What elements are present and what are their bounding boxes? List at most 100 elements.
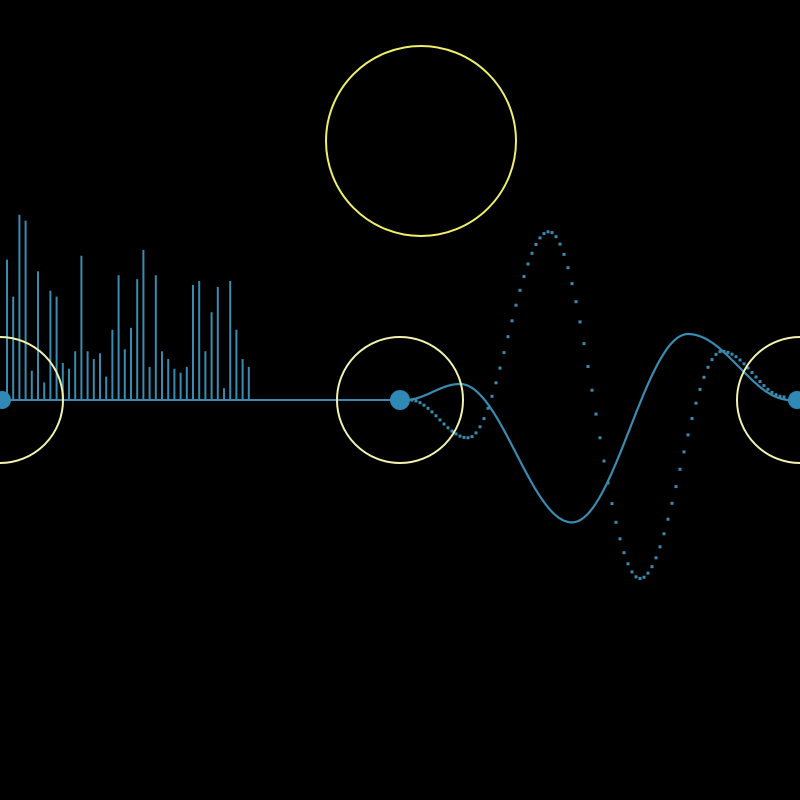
wave-dot <box>550 231 554 235</box>
wave-dot <box>606 481 610 485</box>
wave-dot <box>442 422 446 426</box>
wave-dot <box>770 390 774 394</box>
node-right <box>788 391 800 409</box>
wave-dot <box>526 262 530 266</box>
wave-dot <box>542 232 546 236</box>
wave-dot <box>570 282 574 286</box>
wave-dot <box>490 394 494 398</box>
wave-dot <box>478 425 482 429</box>
wave-dot <box>466 436 470 440</box>
wave-dot <box>778 394 782 398</box>
wave-dot <box>710 358 714 362</box>
wave-dot <box>582 342 586 346</box>
wave-dot <box>470 435 474 439</box>
ring-center <box>336 336 464 464</box>
wave-dot <box>738 358 742 362</box>
wave-dot <box>498 366 502 370</box>
wave-dot <box>494 381 498 385</box>
wave-dot <box>454 432 458 436</box>
wave-dot <box>666 517 670 521</box>
wave-dot <box>422 403 426 407</box>
wave-dot <box>766 387 770 391</box>
wave-dot <box>702 375 706 379</box>
large-ring <box>325 45 517 237</box>
wave-dot <box>722 350 726 353</box>
wave-dot <box>742 362 746 366</box>
wave-dot <box>630 570 634 574</box>
wave-dot <box>546 230 550 234</box>
wave-dot <box>758 380 762 383</box>
wave-dot <box>462 435 466 439</box>
wave-dot <box>438 418 442 422</box>
wave-dot <box>446 426 450 430</box>
wave-dot <box>754 375 758 379</box>
wave-dot <box>626 562 630 566</box>
wave-dot <box>430 410 434 414</box>
wave-dot <box>746 366 750 370</box>
wave-dot <box>718 350 722 354</box>
wave-dot <box>670 501 674 505</box>
wave-dot <box>622 551 626 555</box>
wave-dot <box>414 399 418 403</box>
wave-dot <box>410 398 414 402</box>
wave-dot <box>686 433 690 437</box>
node-center <box>390 390 410 410</box>
wave-dot <box>650 565 654 569</box>
wave-dot <box>726 350 730 354</box>
wave-dot <box>426 406 430 410</box>
wave-dot <box>558 242 562 246</box>
wave-dot <box>534 243 538 246</box>
spectrum-bars <box>6 214 250 400</box>
wave-dot <box>634 575 638 579</box>
wave-dot <box>574 300 578 304</box>
wave-dot <box>674 485 678 489</box>
wave-dot <box>562 252 566 256</box>
solid-wave <box>404 332 790 524</box>
wave-dot <box>450 429 454 433</box>
wave-dot <box>698 387 702 391</box>
wave-dot <box>506 335 510 339</box>
wave-dot <box>522 275 526 278</box>
ring-left <box>0 336 64 464</box>
wave-dot <box>538 236 542 240</box>
wave-dot <box>646 571 650 575</box>
wave-dot <box>434 414 438 418</box>
wave-dot <box>418 401 422 405</box>
wave-dot <box>750 371 754 374</box>
wave-dot <box>678 467 682 471</box>
wave-dot <box>682 450 686 454</box>
wave-dot <box>590 388 594 392</box>
wave-dot <box>578 320 582 324</box>
wave-dot <box>714 352 718 356</box>
wave-dot <box>662 532 666 536</box>
wave-dot <box>458 434 462 438</box>
wave-dot <box>510 319 514 323</box>
wave-dot <box>502 351 506 355</box>
wave-dot <box>586 365 590 368</box>
wave-dot <box>530 251 534 255</box>
wave-dot <box>482 417 486 421</box>
wave-dot <box>638 577 642 580</box>
wave-dot <box>774 393 778 397</box>
wave-dot <box>782 395 786 399</box>
wave-dot <box>594 412 598 416</box>
node-left <box>0 391 11 409</box>
wave-dot <box>694 401 698 405</box>
dotted-wave <box>410 230 786 580</box>
wave-dot <box>690 417 694 420</box>
wave-dot <box>706 365 710 369</box>
wave-dot <box>514 303 518 307</box>
wave-dot <box>614 520 618 524</box>
wave-dot <box>654 556 658 560</box>
wave-dot <box>642 575 646 579</box>
wave-dot <box>618 537 622 541</box>
wave-dot <box>486 406 490 410</box>
wave-dot <box>518 288 522 292</box>
wave-dot <box>734 355 738 359</box>
wave-dot <box>610 502 614 506</box>
wave-dot <box>474 431 478 435</box>
wave-dot <box>598 436 602 440</box>
wave-dot <box>730 352 734 356</box>
wave-dot <box>566 266 570 270</box>
